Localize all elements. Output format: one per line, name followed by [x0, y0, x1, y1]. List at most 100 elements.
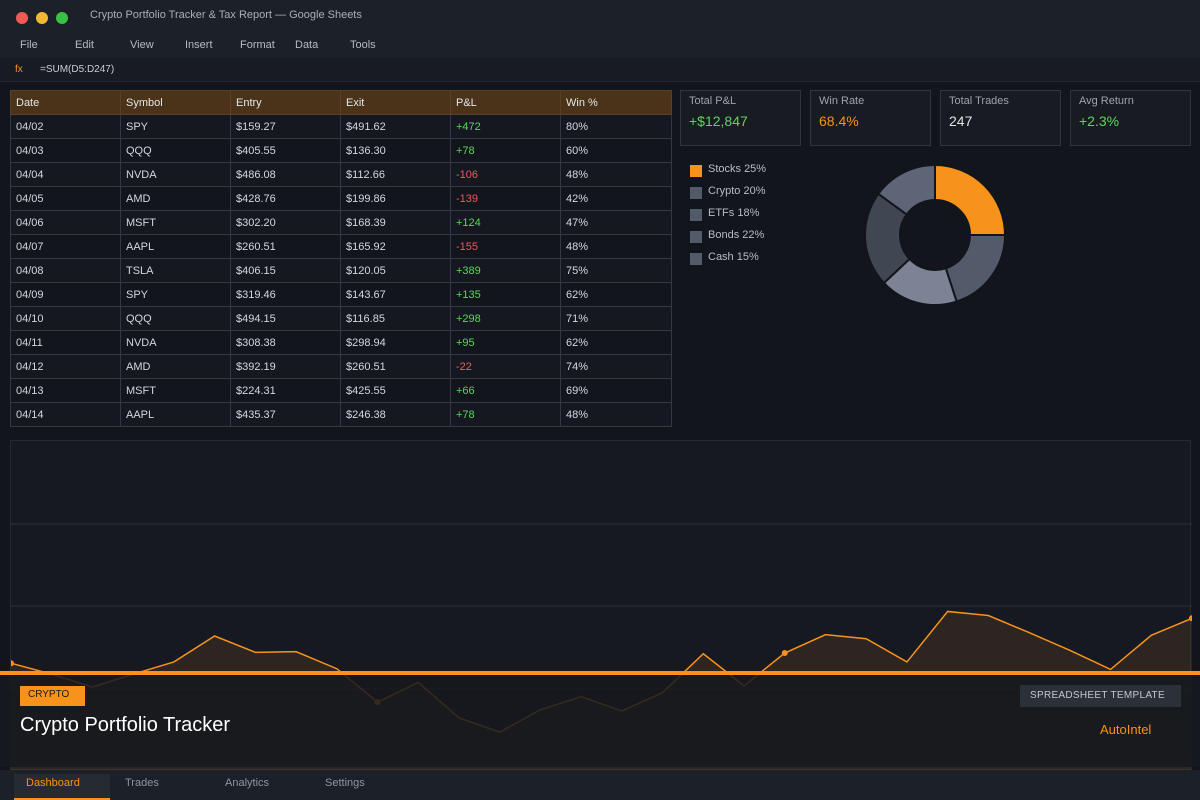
cell-win-pct[interactable]: 75% [560, 258, 672, 283]
column-header-entry[interactable]: Entry [230, 90, 341, 115]
cell-win-pct[interactable]: 47% [560, 210, 672, 235]
cell-date[interactable]: 04/12 [10, 354, 121, 379]
cell-symbol[interactable]: TSLA [120, 258, 231, 283]
cell-exit[interactable]: $116.85 [340, 306, 451, 331]
cell-entry[interactable]: $302.20 [230, 210, 341, 235]
cell-win-pct[interactable]: 42% [560, 186, 672, 211]
tab-analytics[interactable]: Analytics [225, 777, 270, 789]
cell-entry[interactable]: $224.31 [230, 378, 341, 403]
cell-symbol[interactable]: AMD [120, 186, 231, 211]
minimize-window-button[interactable] [36, 12, 48, 24]
cell-exit[interactable]: $143.67 [340, 282, 451, 307]
cell-symbol[interactable]: NVDA [120, 162, 231, 187]
cell-exit[interactable]: $165.92 [340, 234, 451, 259]
cell-exit[interactable]: $491.62 [340, 114, 451, 139]
cell-entry[interactable]: $494.15 [230, 306, 341, 331]
cell-date[interactable]: 04/06 [10, 210, 121, 235]
cell-win-pct[interactable]: 71% [560, 306, 672, 331]
cell-entry[interactable]: $435.37 [230, 402, 341, 427]
column-header-exit[interactable]: Exit [340, 90, 451, 115]
tab-settings[interactable]: Settings [325, 777, 365, 789]
column-header-pnl[interactable]: P&L [450, 90, 561, 115]
cell-exit[interactable]: $168.39 [340, 210, 451, 235]
menu-view[interactable]: View [130, 39, 154, 51]
cell-symbol[interactable]: AAPL [120, 402, 231, 427]
cell-win-pct[interactable]: 48% [560, 234, 672, 259]
cell-symbol[interactable]: NVDA [120, 330, 231, 355]
cell-symbol[interactable]: SPY [120, 114, 231, 139]
cell-win-pct[interactable]: 74% [560, 354, 672, 379]
cell-pnl[interactable]: -155 [450, 234, 561, 259]
cell-symbol[interactable]: QQQ [120, 138, 231, 163]
cell-pnl[interactable]: +472 [450, 114, 561, 139]
cell-pnl[interactable]: +78 [450, 402, 561, 427]
cell-entry[interactable]: $486.08 [230, 162, 341, 187]
cell-date[interactable]: 04/08 [10, 258, 121, 283]
cell-exit[interactable]: $136.30 [340, 138, 451, 163]
cell-win-pct[interactable]: 80% [560, 114, 672, 139]
cell-pnl[interactable]: +389 [450, 258, 561, 283]
cell-entry[interactable]: $319.46 [230, 282, 341, 307]
cell-symbol[interactable]: MSFT [120, 210, 231, 235]
cell-exit[interactable]: $298.94 [340, 330, 451, 355]
cell-pnl[interactable]: +298 [450, 306, 561, 331]
cell-date[interactable]: 04/03 [10, 138, 121, 163]
menu-edit[interactable]: Edit [75, 39, 94, 51]
column-header-date[interactable]: Date [10, 90, 121, 115]
table-row: 04/03 QQQ $405.55 $136.30 +78 60% [10, 138, 672, 163]
menu-data[interactable]: Data [295, 39, 319, 51]
tab-dashboard[interactable]: Dashboard [14, 774, 110, 800]
cell-date[interactable]: 04/09 [10, 282, 121, 307]
cell-date[interactable]: 04/05 [10, 186, 121, 211]
menu-format[interactable]: Format [240, 39, 275, 51]
menu-tools[interactable]: Tools [350, 39, 376, 51]
cell-symbol[interactable]: MSFT [120, 378, 231, 403]
cell-pnl[interactable]: +95 [450, 330, 561, 355]
cell-win-pct[interactable]: 48% [560, 402, 672, 427]
cell-symbol[interactable]: QQQ [120, 306, 231, 331]
cell-pnl[interactable]: -22 [450, 354, 561, 379]
cell-exit[interactable]: $425.55 [340, 378, 451, 403]
maximize-window-button[interactable] [56, 12, 68, 24]
cell-pnl[interactable]: +135 [450, 282, 561, 307]
cell-exit[interactable]: $120.05 [340, 258, 451, 283]
cell-win-pct[interactable]: 48% [560, 162, 672, 187]
cell-pnl[interactable]: +78 [450, 138, 561, 163]
cell-entry[interactable]: $159.27 [230, 114, 341, 139]
cell-exit[interactable]: $260.51 [340, 354, 451, 379]
cell-entry[interactable]: $392.19 [230, 354, 341, 379]
cell-win-pct[interactable]: 69% [560, 378, 672, 403]
cell-entry[interactable]: $406.15 [230, 258, 341, 283]
formula-input[interactable]: =SUM(D5:D247) [40, 64, 115, 75]
cell-date[interactable]: 04/02 [10, 114, 121, 139]
tab-trades[interactable]: Trades [125, 777, 159, 789]
cell-pnl[interactable]: -106 [450, 162, 561, 187]
cell-symbol[interactable]: AAPL [120, 234, 231, 259]
cell-date[interactable]: 04/10 [10, 306, 121, 331]
cell-date[interactable]: 04/14 [10, 402, 121, 427]
cell-entry[interactable]: $260.51 [230, 234, 341, 259]
cell-exit[interactable]: $112.66 [340, 162, 451, 187]
cell-symbol[interactable]: SPY [120, 282, 231, 307]
cell-win-pct[interactable]: 62% [560, 330, 672, 355]
cell-exit[interactable]: $246.38 [340, 402, 451, 427]
cell-symbol[interactable]: AMD [120, 354, 231, 379]
cell-date[interactable]: 04/13 [10, 378, 121, 403]
menu-file[interactable]: File [20, 39, 38, 51]
cell-date[interactable]: 04/11 [10, 330, 121, 355]
cell-entry[interactable]: $308.38 [230, 330, 341, 355]
column-header-win-pct[interactable]: Win % [560, 90, 672, 115]
cell-entry[interactable]: $405.55 [230, 138, 341, 163]
cell-date[interactable]: 04/07 [10, 234, 121, 259]
cell-date[interactable]: 04/04 [10, 162, 121, 187]
cell-win-pct[interactable]: 60% [560, 138, 672, 163]
cell-entry[interactable]: $428.76 [230, 186, 341, 211]
cell-pnl[interactable]: +124 [450, 210, 561, 235]
cell-exit[interactable]: $199.86 [340, 186, 451, 211]
menu-insert[interactable]: Insert [185, 39, 213, 51]
cell-pnl[interactable]: -139 [450, 186, 561, 211]
cell-win-pct[interactable]: 62% [560, 282, 672, 307]
cell-pnl[interactable]: +66 [450, 378, 561, 403]
close-window-button[interactable] [16, 12, 28, 24]
column-header-symbol[interactable]: Symbol [120, 90, 231, 115]
